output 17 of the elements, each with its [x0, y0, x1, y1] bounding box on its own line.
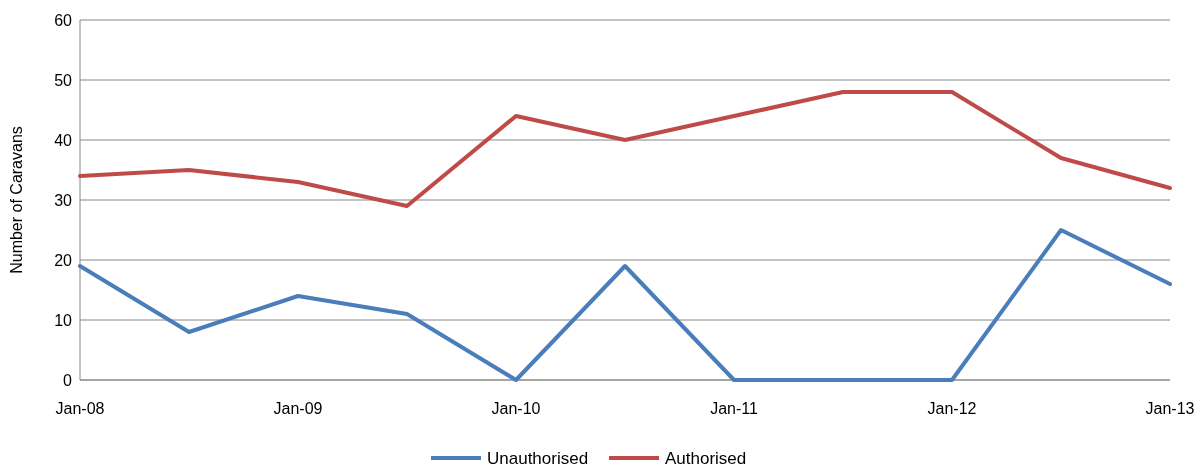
y-axis-title: Number of Caravans: [8, 126, 25, 274]
y-tick-label: 0: [63, 371, 73, 389]
legend-label: Authorised: [665, 448, 747, 468]
y-tick-label: 60: [54, 11, 73, 29]
line-series: [78, 90, 1172, 208]
y-tick-label: 20: [54, 251, 73, 269]
legend-label: Unauthorised: [487, 448, 589, 468]
x-tick-label: Jan-08: [55, 400, 105, 417]
x-tick-label: Jan-10: [491, 400, 541, 417]
x-tick-label: Jan-12: [927, 400, 977, 417]
y-tick-label: 30: [54, 191, 73, 209]
x-tick-label: Jan-09: [273, 400, 323, 417]
y-tick-label: 10: [54, 311, 73, 329]
x-tick-label: Jan-11: [710, 400, 758, 417]
y-tick-label: 40: [54, 131, 73, 149]
x-tick-label: Jan-13: [1145, 400, 1195, 417]
y-tick-label: 50: [54, 71, 73, 89]
